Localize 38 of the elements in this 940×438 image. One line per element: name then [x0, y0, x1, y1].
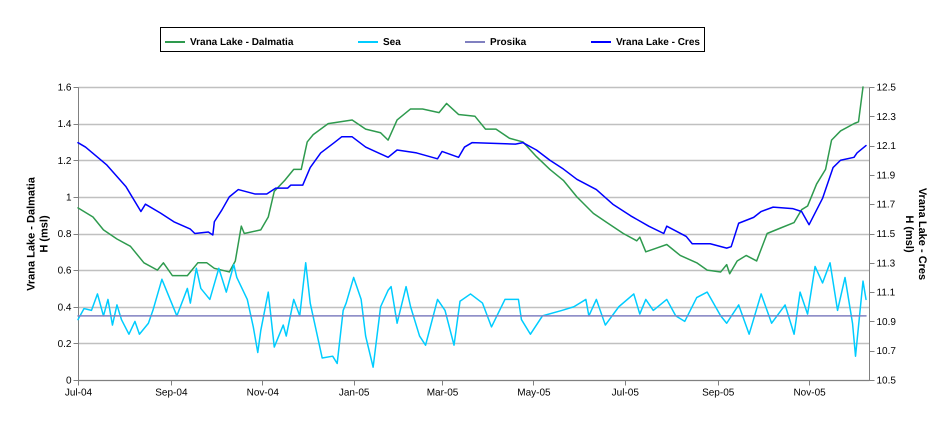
- line-series: [77, 262, 867, 368]
- y2-tick-label: 11.7: [876, 200, 896, 211]
- x-tick-label: Mar-05: [426, 388, 459, 398]
- y-tick-label: 0.6: [58, 266, 72, 277]
- y2-tick-label: 11.3: [876, 258, 896, 270]
- y2-tick-label: 10.9: [876, 316, 896, 328]
- legend-label: Prosika: [490, 37, 527, 48]
- y-tick-label: 0: [66, 376, 72, 386]
- y-tick-label: 1.4: [58, 119, 72, 130]
- x-tick-label: May-05: [517, 388, 552, 398]
- y-tick-label: 1.2: [58, 156, 72, 167]
- y2-tick-label: 12.3: [876, 112, 896, 123]
- legend-label: Vrana Lake - Dalmatia: [190, 37, 294, 48]
- y-tick-label: 0.8: [58, 229, 72, 240]
- y-tick-label: 1.6: [58, 82, 72, 94]
- y-tick-label: 0.2: [58, 338, 72, 350]
- y-tick-label: 0.4: [58, 302, 72, 314]
- x-tick-label: Sep-05: [702, 388, 735, 398]
- x-tick-label: Sep-04: [155, 388, 188, 398]
- legend-label: Sea: [383, 37, 402, 48]
- y2-tick-label: 10.5: [876, 376, 896, 386]
- legend-label: Vrana Lake - Cres: [616, 37, 700, 48]
- line-series: [77, 86, 864, 276]
- x-tick-label: Jul-05: [612, 388, 640, 398]
- y2-tick-label: 12.5: [876, 82, 896, 94]
- y2-tick-label: 10.7: [876, 346, 896, 358]
- y2-tick-label: 11.9: [876, 170, 896, 182]
- y2-tick-label: 12.1: [876, 141, 896, 152]
- y2-tick-label: 11.1: [876, 288, 896, 299]
- line-series: [77, 136, 867, 249]
- x-tick-label: Jul-04: [64, 388, 93, 398]
- y-tick-label: 1: [66, 192, 72, 204]
- y2-tick-label: 11.5: [876, 229, 896, 240]
- y2-axis-title: Vrana Lake - Cres H (msl): [902, 188, 928, 280]
- x-tick-label: Nov-04: [246, 388, 280, 398]
- x-tick-label: Nov-05: [793, 388, 826, 398]
- x-tick-label: Jan-05: [338, 388, 370, 398]
- y-axis-title: Vrana Lake - Dalmatia H (msl): [26, 176, 51, 291]
